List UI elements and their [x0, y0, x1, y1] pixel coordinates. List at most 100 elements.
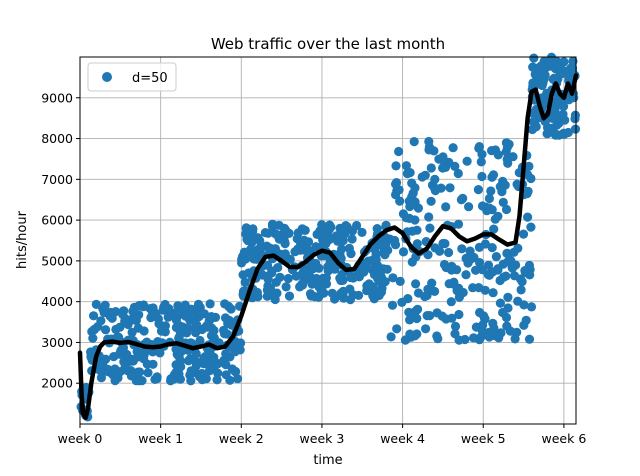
x-axis-label: time	[313, 453, 342, 468]
scatter-point	[200, 353, 211, 363]
scatter-point	[344, 243, 354, 253]
scatter-point	[524, 334, 535, 344]
scatter-point	[213, 368, 223, 378]
scatter-point	[160, 321, 170, 331]
scatter-point	[337, 269, 347, 279]
scatter-point	[405, 168, 415, 178]
scatter-point	[148, 308, 158, 318]
scatter-point	[397, 297, 407, 307]
scatter-point	[230, 347, 240, 357]
scatter-point	[388, 273, 398, 283]
scatter-point	[430, 174, 440, 184]
scatter-point	[182, 328, 192, 338]
scatter-point	[549, 73, 559, 83]
scatter-point	[509, 247, 519, 257]
scatter-point	[262, 260, 273, 270]
scatter-point	[134, 300, 144, 311]
scatter-point	[248, 224, 258, 234]
scatter-point	[421, 324, 431, 334]
scatter-point	[321, 279, 332, 289]
scatter-point	[453, 168, 463, 179]
scatter-point	[127, 327, 137, 337]
scatter-point	[474, 242, 484, 252]
scatter-point	[507, 263, 517, 273]
scatter-point	[526, 222, 536, 232]
x-tick-label: week 4	[380, 431, 425, 446]
scatter-point	[426, 196, 436, 206]
y-tick-label: 7000	[41, 172, 73, 187]
scatter-point	[401, 161, 411, 171]
scatter-point	[444, 247, 454, 258]
scatter-point	[110, 364, 120, 374]
scatter-point	[260, 228, 270, 238]
scatter-point	[284, 291, 295, 301]
scatter-point	[425, 223, 435, 233]
scatter-point	[342, 222, 352, 232]
scatter-point	[197, 375, 207, 385]
scatter-point	[128, 306, 138, 316]
scatter-point	[135, 367, 145, 377]
scatter-point	[118, 309, 128, 320]
scatter-point	[143, 368, 153, 378]
scatter-point	[561, 66, 571, 76]
scatter-point	[498, 197, 508, 207]
scatter-point	[221, 349, 231, 359]
scatter-point	[382, 264, 392, 274]
scatter-point	[330, 294, 340, 304]
scatter-point	[91, 299, 101, 309]
scatter-point	[426, 163, 436, 173]
scatter-point	[270, 294, 280, 305]
scatter-point	[307, 277, 317, 287]
scatter-point	[477, 326, 488, 336]
scatter-point	[517, 277, 527, 287]
scatter-point	[501, 204, 512, 215]
legend-label: d=50	[132, 71, 168, 86]
scatter-point	[422, 290, 432, 301]
scatter-point	[349, 272, 359, 282]
scatter-point	[230, 367, 240, 377]
scatter-point	[449, 279, 459, 289]
scatter-point	[354, 290, 364, 300]
scatter-point	[248, 254, 259, 264]
scatter-point	[387, 300, 398, 310]
scatter-point	[512, 327, 522, 337]
scatter-point	[456, 195, 466, 205]
scatter-point	[413, 288, 424, 298]
scatter-point	[437, 311, 447, 321]
scatter-point	[96, 316, 106, 326]
scatter-point	[95, 366, 105, 376]
scatter-point	[291, 271, 301, 281]
scatter-point	[520, 266, 530, 276]
scatter-point	[126, 371, 136, 381]
scatter-point	[209, 333, 219, 343]
y-tick-label: 5000	[41, 253, 73, 268]
scatter-point	[464, 202, 474, 212]
scatter-point	[265, 246, 275, 256]
scatter-point	[424, 212, 434, 222]
scatter-point	[185, 315, 195, 325]
scatter-point	[488, 267, 498, 277]
scatter-point	[255, 243, 265, 253]
scatter-point	[502, 248, 512, 258]
scatter-point	[480, 314, 490, 324]
scatter-point	[490, 214, 500, 224]
scatter-point	[468, 283, 478, 293]
scatter-point	[160, 299, 170, 310]
scatter-point	[521, 315, 531, 325]
scatter-point	[219, 325, 229, 335]
scatter-point	[503, 292, 513, 302]
scatter-point	[488, 288, 498, 298]
scatter-point	[457, 244, 467, 254]
scatter-point	[394, 185, 404, 195]
scatter-point	[305, 289, 316, 299]
scatter-point	[454, 309, 464, 320]
scatter-point	[212, 375, 222, 385]
scatter-point	[498, 307, 508, 318]
scatter-point	[425, 311, 435, 321]
scatter-point	[448, 143, 458, 153]
x-tick-label: week 6	[542, 431, 587, 446]
legend: d=50	[87, 62, 177, 92]
scatter-point	[204, 366, 214, 376]
scatter-point	[438, 152, 448, 162]
